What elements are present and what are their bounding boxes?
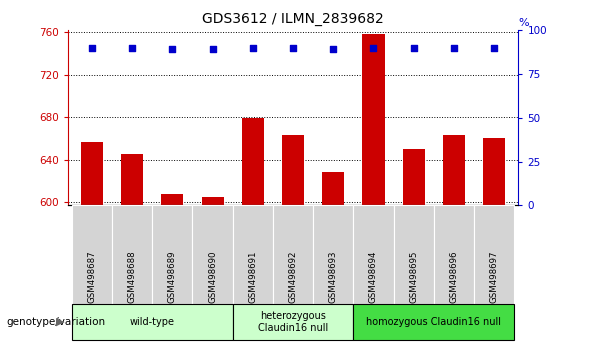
Bar <box>322 172 345 205</box>
Bar <box>362 34 385 205</box>
Text: GSM498695: GSM498695 <box>409 250 418 303</box>
Text: GSM498690: GSM498690 <box>208 250 217 303</box>
Text: wild-type: wild-type <box>130 317 175 327</box>
Point <box>289 45 298 50</box>
Point <box>409 45 418 50</box>
Title: GDS3612 / ILMN_2839682: GDS3612 / ILMN_2839682 <box>202 12 384 26</box>
Text: GSM498687: GSM498687 <box>87 250 97 303</box>
Bar <box>403 149 425 205</box>
Point <box>168 46 177 52</box>
Bar <box>121 154 143 205</box>
Point <box>208 46 217 52</box>
Point <box>127 45 137 50</box>
Bar <box>241 118 264 205</box>
Bar <box>81 142 103 205</box>
Text: ▶: ▶ <box>57 317 65 327</box>
Text: GSM498689: GSM498689 <box>168 250 177 303</box>
Point <box>87 45 97 50</box>
Bar <box>443 135 465 205</box>
Text: GSM498697: GSM498697 <box>489 250 499 303</box>
Point <box>248 45 257 50</box>
Text: GSM498693: GSM498693 <box>329 250 337 303</box>
Text: %: % <box>518 18 529 28</box>
Point <box>329 46 338 52</box>
Text: GSM498692: GSM498692 <box>289 250 297 303</box>
Text: heterozygous
Claudin16 null: heterozygous Claudin16 null <box>258 311 328 333</box>
Text: genotype/variation: genotype/variation <box>6 317 105 327</box>
Bar <box>201 197 224 205</box>
Text: GSM498691: GSM498691 <box>249 250 257 303</box>
Bar <box>282 135 304 205</box>
Point <box>369 45 378 50</box>
Point <box>449 45 459 50</box>
Point <box>489 45 499 50</box>
Text: GSM498696: GSM498696 <box>449 250 458 303</box>
Text: GSM498688: GSM498688 <box>128 250 137 303</box>
Text: homozygous Claudin16 null: homozygous Claudin16 null <box>366 317 501 327</box>
Text: GSM498694: GSM498694 <box>369 250 378 303</box>
Bar <box>161 194 183 205</box>
Bar <box>483 138 505 205</box>
